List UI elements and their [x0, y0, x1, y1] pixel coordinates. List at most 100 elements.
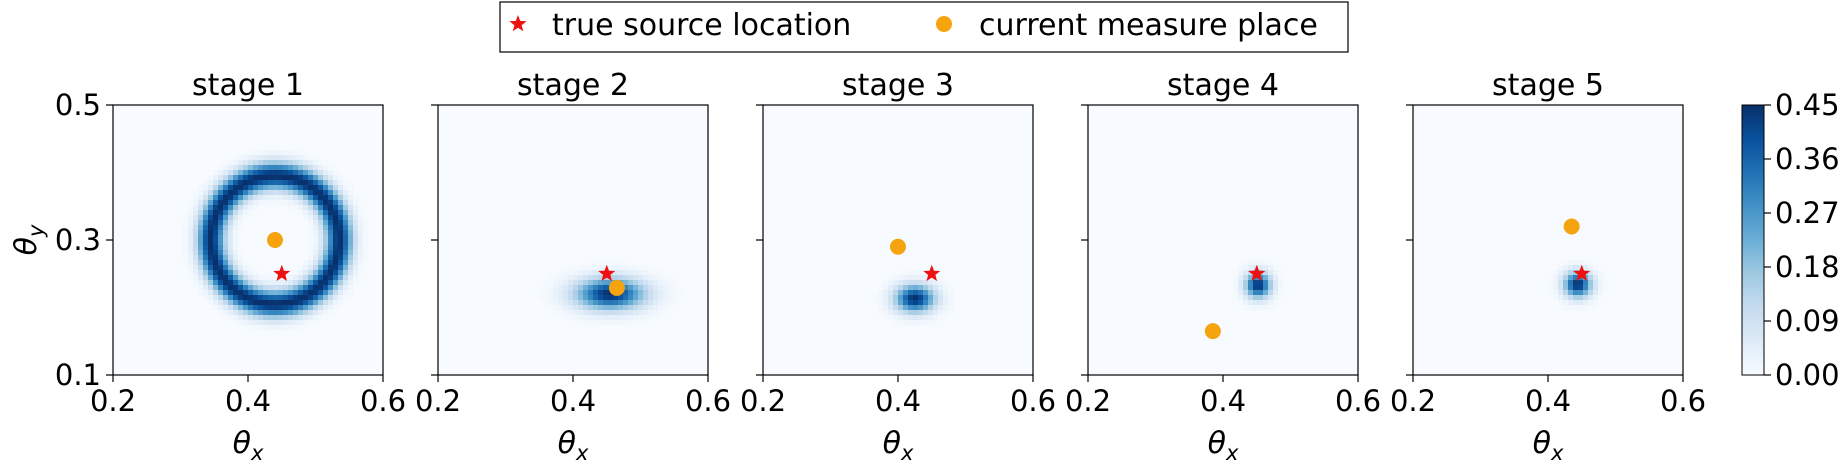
- heatmap-cell: [313, 310, 319, 316]
- heatmap-cell: [228, 265, 234, 271]
- heatmap-cell: [548, 300, 554, 306]
- heatmap-cell: [643, 310, 649, 316]
- heatmap-cell: [1548, 285, 1554, 291]
- heatmap-cell: [1573, 285, 1579, 291]
- heatmap-cell: [563, 290, 569, 296]
- heatmap-cell: [633, 305, 639, 311]
- heatmap-cell: [248, 290, 254, 296]
- heatmap-cell: [603, 305, 609, 311]
- heatmap-cell: [663, 285, 669, 291]
- heatmap-cell: [333, 220, 339, 226]
- heatmap-cell: [1563, 275, 1569, 281]
- heatmap-cell: [258, 190, 264, 196]
- heatmap-cell: [363, 230, 369, 236]
- heatmap-cell: [273, 320, 279, 326]
- heatmap-cell: [918, 295, 924, 301]
- heatmap-cell: [323, 180, 329, 186]
- heatmap-cell: [288, 320, 294, 326]
- heatmap-cell: [238, 185, 244, 191]
- heatmap-cell: [1568, 280, 1574, 286]
- true-source-marker: [273, 264, 291, 281]
- heatmap-cell: [1258, 290, 1264, 296]
- heatmap-cell: [268, 190, 274, 196]
- heatmap-cell: [228, 240, 234, 246]
- heatmap-cell: [278, 185, 284, 191]
- heatmap-cell: [338, 245, 344, 251]
- heatmap-cell: [343, 245, 349, 251]
- heatmap-cell: [258, 195, 264, 201]
- heatmap-cell: [338, 230, 344, 236]
- heatmap-cell: [598, 320, 604, 326]
- heatmap-cell: [343, 260, 349, 266]
- heatmap-cell: [933, 295, 939, 301]
- heatmap-cell: [278, 330, 284, 336]
- heatmap-cell: [303, 150, 309, 156]
- heatmap-cell: [298, 300, 304, 306]
- heatmap-cell: [183, 260, 189, 266]
- heatmap-cell: [273, 305, 279, 311]
- heatmap-cell: [1573, 275, 1579, 281]
- heatmap-cell: [248, 190, 254, 196]
- heatmap-cell: [543, 280, 549, 286]
- heatmap-cell: [278, 160, 284, 166]
- heatmap-cell: [228, 275, 234, 281]
- heatmap-cell: [223, 315, 229, 321]
- heatmap-cell: [583, 320, 589, 326]
- heatmap-cell: [323, 160, 329, 166]
- heatmap-cell: [303, 300, 309, 306]
- heatmap-cell: [893, 295, 899, 301]
- heatmap-cell: [353, 245, 359, 251]
- heatmap-cell: [353, 270, 359, 276]
- heatmap-cell: [248, 275, 254, 281]
- heatmap-cell: [888, 310, 894, 316]
- heatmap-cell: [213, 180, 219, 186]
- heatmap-cell: [223, 210, 229, 216]
- heatmap-cell: [903, 295, 909, 301]
- heatmap-cell: [1568, 265, 1574, 271]
- heatmap-cell: [248, 160, 254, 166]
- heatmap-cell: [913, 275, 919, 281]
- heatmap-cell: [913, 295, 919, 301]
- heatmap: [1088, 105, 1358, 375]
- heatmap-cell: [208, 180, 214, 186]
- heatmap-cell: [278, 295, 284, 301]
- heatmap-cell: [553, 285, 559, 291]
- heatmap-cell: [253, 160, 259, 166]
- heatmap-cell: [188, 255, 194, 261]
- heatmap-cell: [643, 290, 649, 296]
- heatmap-cell: [303, 180, 309, 186]
- heatmap-cell: [218, 310, 224, 316]
- heatmap-cell: [323, 240, 329, 246]
- heatmap-cell: [233, 265, 239, 271]
- heatmap-cell: [313, 180, 319, 186]
- heatmap-cell: [1548, 275, 1554, 281]
- x-tick-label: 0.6: [1660, 384, 1706, 418]
- heatmap-cell: [293, 180, 299, 186]
- heatmap-cell: [873, 290, 879, 296]
- heatmap-cell: [1593, 280, 1599, 286]
- heatmap-cell: [328, 280, 334, 286]
- heatmap-cell: [1563, 270, 1569, 276]
- heatmap-cell: [328, 240, 334, 246]
- heatmap-cell: [243, 260, 249, 266]
- heatmap-cell: [228, 280, 234, 286]
- heatmap-cell: [248, 210, 254, 216]
- heatmap-cell: [238, 155, 244, 161]
- heatmap-cell: [193, 210, 199, 216]
- heatmap-cell: [588, 310, 594, 316]
- heatmap-cell: [583, 270, 589, 276]
- heatmap-cell: [318, 280, 324, 286]
- heatmap-cell: [208, 280, 214, 286]
- heatmap-cell: [568, 315, 574, 321]
- heatmap-cell: [323, 290, 329, 296]
- heatmap-cell: [313, 170, 319, 176]
- heatmap-cell: [1563, 260, 1569, 266]
- heatmap-cell: [353, 210, 359, 216]
- heatmap-cell: [218, 190, 224, 196]
- heatmap-cell: [333, 250, 339, 256]
- heatmap-cell: [353, 220, 359, 226]
- heatmap-cell: [898, 300, 904, 306]
- heatmap-cell: [593, 320, 599, 326]
- heatmap-cell: [643, 280, 649, 286]
- panel-stage-2: stage 20.2 0.4 0.6θx: [415, 68, 731, 463]
